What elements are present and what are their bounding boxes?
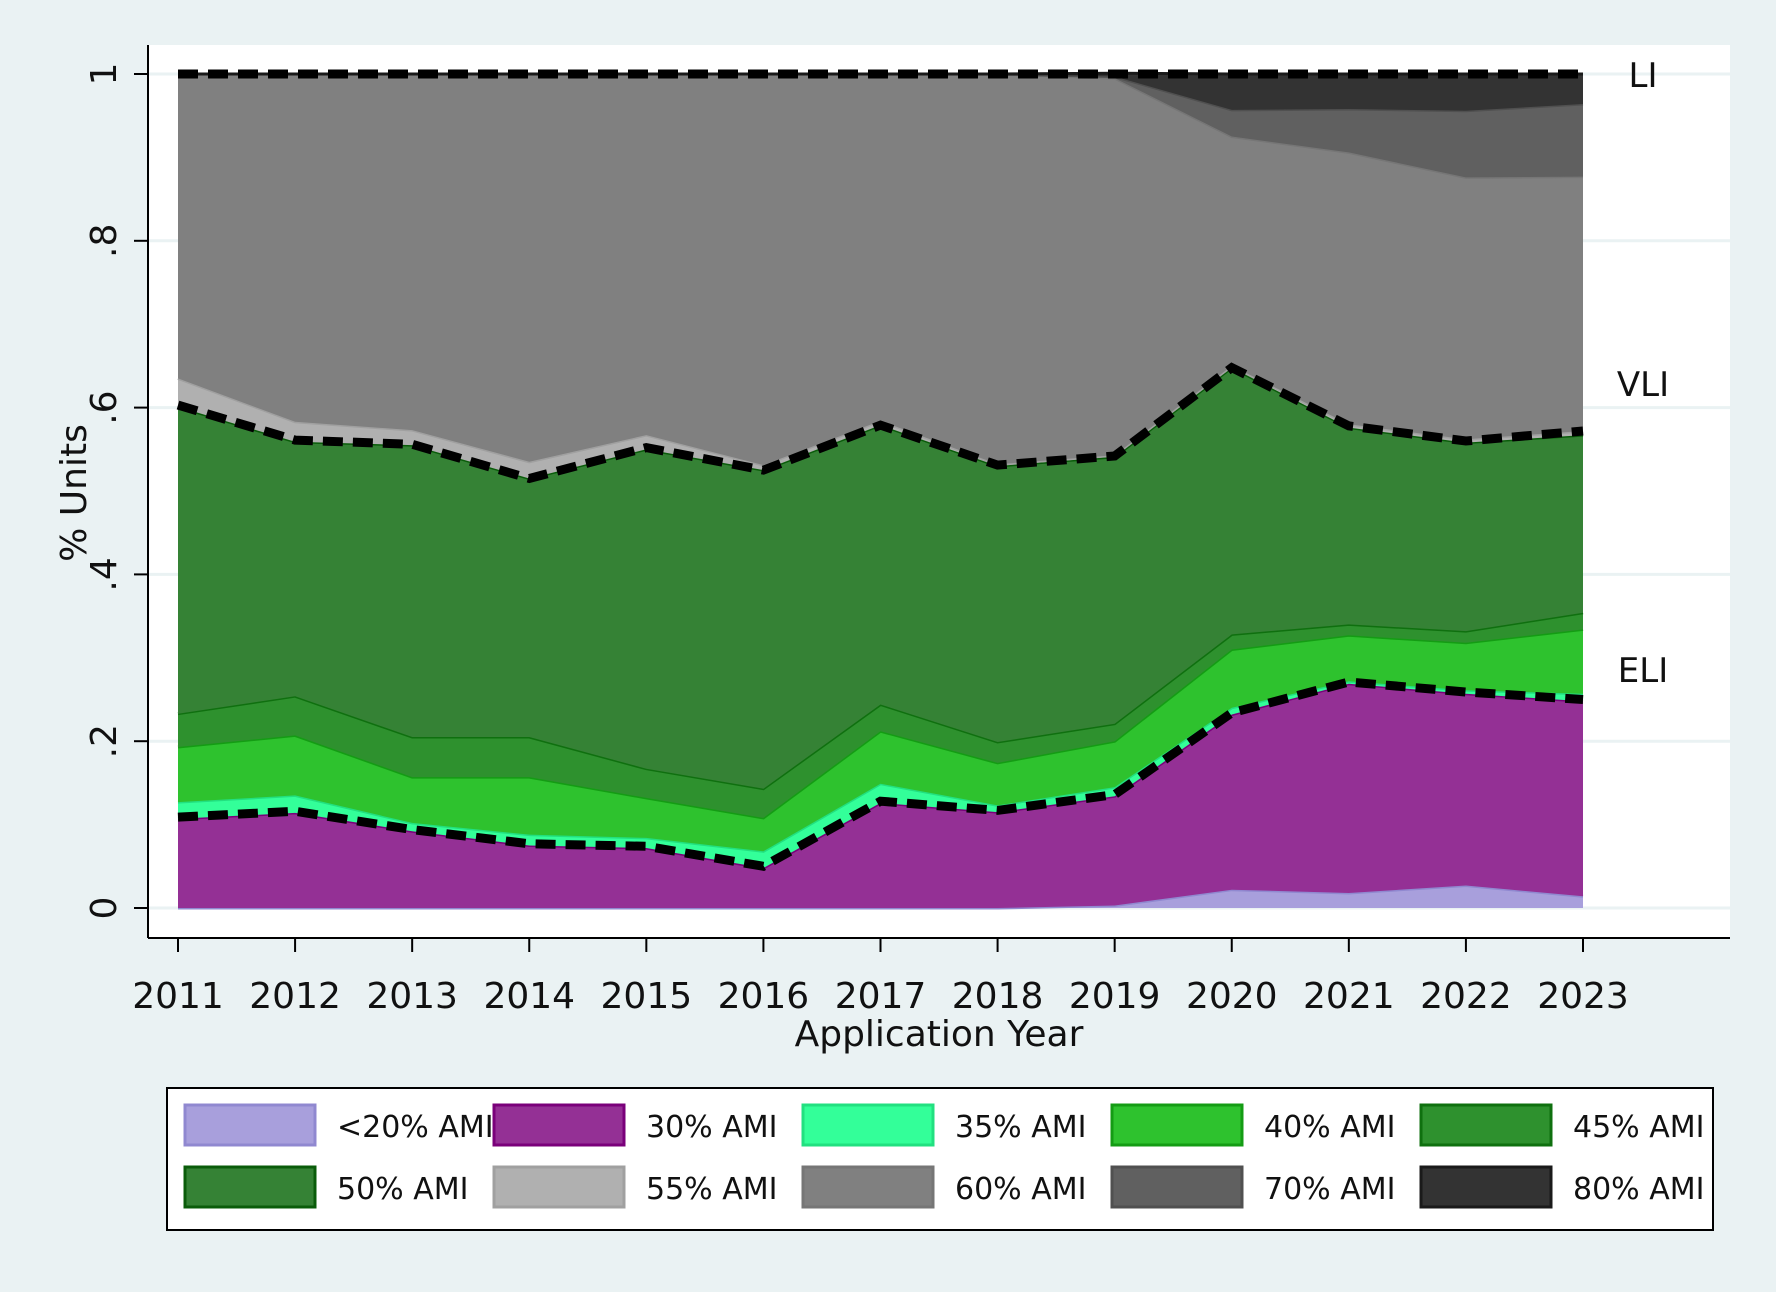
x-tick-label: 2022 <box>1420 976 1512 1017</box>
area-series <box>177 71 1584 910</box>
legend-swatch-lt20pct-ami <box>183 1103 317 1147</box>
legend-label-40pct-ami: 40% AMI <box>1264 1110 1395 1145</box>
threshold-line-eli <box>177 677 1584 872</box>
legend-swatch-55pct-ami <box>492 1165 626 1209</box>
y-axis-title: % Units <box>54 424 95 562</box>
legend-swatch-45pct-ami <box>1419 1103 1553 1147</box>
x-tick-label: 2021 <box>1303 976 1395 1017</box>
x-tick-label: 2013 <box>366 976 458 1017</box>
y-tick-label: .6 <box>84 390 125 424</box>
legend-label-55pct-ami: 55% AMI <box>646 1172 777 1207</box>
legend-label-80pct-ami: 80% AMI <box>1573 1172 1704 1207</box>
annotation-eli: ELI <box>1618 651 1668 691</box>
legend-swatch-70pct-ami <box>1110 1165 1244 1209</box>
legend-label-30pct-ami: 30% AMI <box>646 1110 777 1145</box>
threshold-lines <box>176 69 1584 872</box>
y-tick-label: .8 <box>84 224 125 258</box>
legend-label-45pct-ami: 45% AMI <box>1573 1110 1704 1145</box>
y-tick-label: 1 <box>84 63 125 86</box>
x-tick-label: 2015 <box>601 976 693 1017</box>
legend-swatch-40pct-ami <box>1110 1103 1244 1147</box>
legend-label-50pct-ami: 50% AMI <box>337 1172 468 1207</box>
x-tick-label: 2023 <box>1537 976 1629 1017</box>
x-tick-label: 2016 <box>718 976 810 1017</box>
legend-swatch-80pct-ami <box>1419 1165 1553 1209</box>
y-tick-label: .2 <box>84 724 125 758</box>
y-tick-label: .4 <box>84 557 125 591</box>
x-tick-label: 2014 <box>483 976 575 1017</box>
tick-labels: 0 .2 .4 .6 .8 1 2011 2012 2013 2014 2015 2016 2017 20… <box>84 63 1629 1017</box>
area-45pct-ami <box>178 612 1583 818</box>
legend: <20% AMI 30% AMI 35% AMI 40% AMI 45% AMI 50% … <box>166 1087 1714 1231</box>
x-tick-label: 2019 <box>1069 976 1161 1017</box>
area-40pct-ami <box>178 629 1583 852</box>
legend-label-lt20pct-ami: <20% AMI <box>337 1110 494 1145</box>
area-70pct-ami <box>178 74 1583 178</box>
y-tick-label: 0 <box>84 897 125 920</box>
annotation-li: LI <box>1629 56 1658 96</box>
legend-label-60pct-ami: 60% AMI <box>955 1172 1086 1207</box>
annotation-vli: VLI <box>1617 365 1669 405</box>
area-80pct-ami <box>178 73 1583 111</box>
x-tick-label: 2012 <box>249 976 341 1017</box>
x-tick-label: 2017 <box>835 976 927 1017</box>
area-50pct-ami <box>178 367 1583 789</box>
axes <box>134 45 1730 952</box>
legend-swatch-50pct-ami <box>183 1165 317 1209</box>
threshold-line-vli <box>176 362 1584 484</box>
x-tick-label: 2020 <box>1186 976 1278 1017</box>
legend-swatch-35pct-ami <box>801 1103 935 1147</box>
area-60pct-ami <box>178 74 1583 466</box>
legend-swatch-30pct-ami <box>492 1103 626 1147</box>
legend-label-70pct-ami: 70% AMI <box>1264 1172 1395 1207</box>
area-30pct-ami <box>178 683 1583 908</box>
x-tick-label: 2018 <box>952 976 1044 1017</box>
legend-swatch-60pct-ami <box>801 1165 935 1209</box>
x-tick-label: 2011 <box>132 976 224 1017</box>
x-axis-title: Application Year <box>795 1014 1084 1055</box>
legend-label-35pct-ami: 35% AMI <box>955 1110 1086 1145</box>
